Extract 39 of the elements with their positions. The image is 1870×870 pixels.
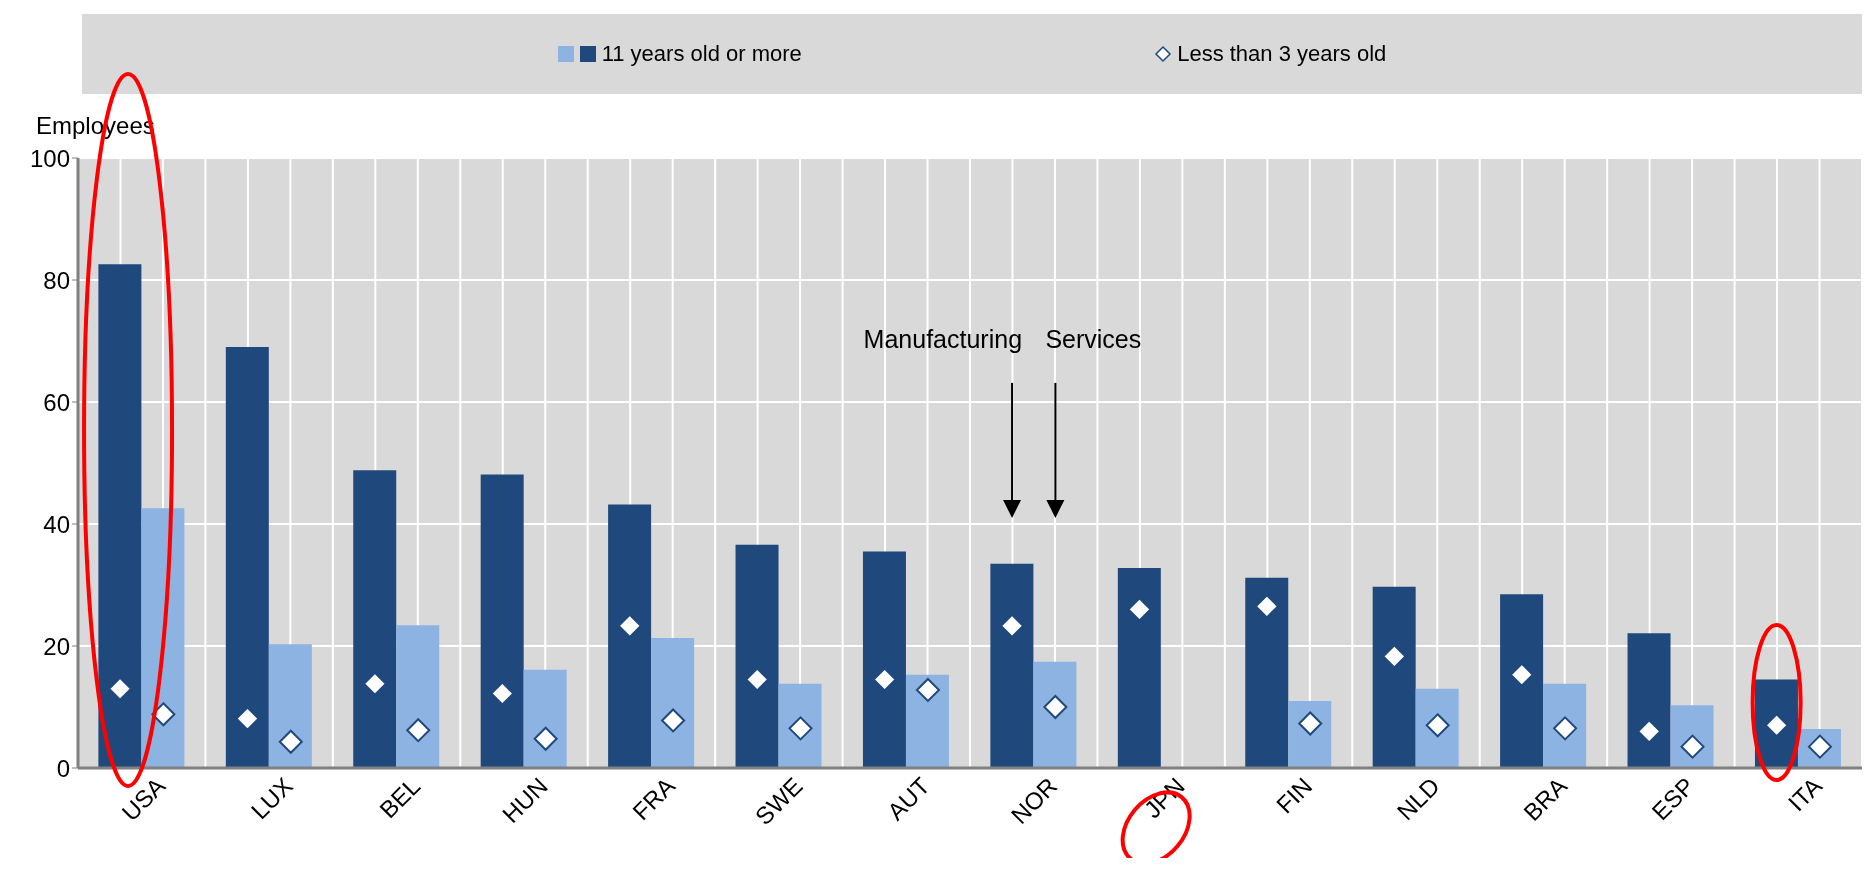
bar xyxy=(1543,683,1587,768)
bar xyxy=(353,470,397,768)
y-tick-label: 0 xyxy=(56,754,70,782)
x-tick-label: FRA xyxy=(627,772,681,826)
x-tick-label: FIN xyxy=(1270,772,1318,819)
legend-label: Less than 3 years old xyxy=(1177,41,1387,67)
bar xyxy=(98,264,142,768)
x-tick-label: BEL xyxy=(374,772,426,824)
y-tick-label: 60 xyxy=(43,388,70,416)
x-tick-label: ITA xyxy=(1782,772,1827,817)
bar xyxy=(1117,567,1161,768)
x-tick-label: BRA xyxy=(1518,772,1573,827)
y-tick-label: 80 xyxy=(43,266,70,294)
bar xyxy=(1500,594,1544,768)
annotation: Services xyxy=(1045,324,1142,353)
x-tick-label: USA xyxy=(116,772,171,827)
bar xyxy=(651,638,695,768)
y-tick-label: 40 xyxy=(43,510,70,538)
bar xyxy=(905,674,949,768)
bar xyxy=(608,504,652,768)
bar xyxy=(1245,577,1289,768)
bar xyxy=(1627,633,1671,768)
bar xyxy=(862,551,906,768)
bar xyxy=(1415,688,1459,768)
annotation: Manufacturing xyxy=(863,324,1023,353)
bar xyxy=(735,544,779,768)
x-tick-label: NLD xyxy=(1391,772,1445,826)
legend-label: 11 years old or more xyxy=(601,41,802,67)
bar xyxy=(268,644,312,768)
bar xyxy=(225,347,269,768)
y-tick-label: 20 xyxy=(43,632,70,660)
bar xyxy=(778,683,822,768)
bar xyxy=(1033,661,1077,768)
bar xyxy=(523,669,567,768)
bar xyxy=(1372,586,1416,768)
bar xyxy=(396,625,440,768)
bar xyxy=(480,474,524,768)
y-tick-label: 100 xyxy=(29,144,70,172)
bar xyxy=(990,563,1034,768)
